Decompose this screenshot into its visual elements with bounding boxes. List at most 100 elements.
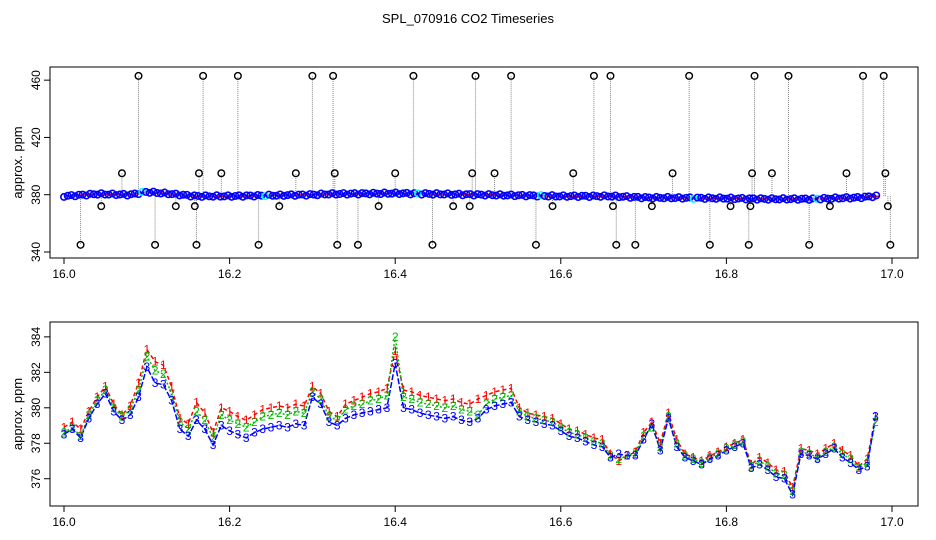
series-marker-2: 2 [450,399,457,413]
spike-point [606,71,615,80]
series-marker-1: 1 [359,390,366,404]
baseline-point [738,193,747,202]
series-marker-2: 2 [400,390,407,404]
baseline-point [380,188,389,197]
baseline-point [585,192,594,201]
series-marker-1: 1 [764,456,771,470]
series-marker-2: 2 [715,447,722,461]
baseline-point [674,193,683,202]
series-marker-3: 3 [218,419,225,433]
baseline-point [209,192,218,201]
series-marker-3: 3 [442,411,449,425]
series-marker-1: 1 [334,410,341,424]
series-marker-2: 2 [235,417,242,431]
baseline-point [369,188,378,197]
series-marker-1: 1 [384,381,391,395]
series-marker-1: 1 [872,410,879,424]
baseline-point [190,191,199,200]
baseline-point [145,188,154,197]
baseline-point [805,195,814,204]
y-tick-label: 380 [29,397,43,417]
series-marker-1: 1 [723,440,730,454]
baseline-point [529,191,538,200]
baseline-point [227,192,236,201]
series-marker-3: 3 [649,417,656,431]
series-marker-3: 3 [384,401,391,415]
series-marker-1: 1 [400,383,407,397]
baseline-point [734,194,743,203]
series-marker-1: 1 [442,394,449,408]
series-marker-2: 2 [85,408,92,422]
baseline-point [790,194,799,203]
baseline-point [399,189,408,198]
baseline-point [384,189,393,198]
baseline-point [264,190,273,199]
baseline-point [592,192,601,201]
series-marker-1: 1 [367,387,374,401]
series-marker-2: 2 [110,401,117,415]
spike-point [374,202,383,211]
baseline-point [462,190,471,199]
series-marker-1: 1 [624,449,631,463]
series-marker-3: 3 [764,463,771,477]
series-marker-2: 2 [77,429,84,443]
baseline-point [719,194,728,203]
series-marker-3: 3 [143,360,150,374]
series-marker-1: 1 [235,410,242,424]
baseline-point [298,190,307,199]
series-marker-3: 3 [731,440,738,454]
baseline-point [175,191,184,200]
x-tick-label: 16.8 [715,267,739,281]
y-tick-label: 384 [29,327,43,347]
series-marker-3: 3 [798,447,805,461]
series-marker-3: 3 [665,411,672,425]
baseline-point [756,194,765,203]
series-marker-2: 2 [119,410,126,424]
x-tick-label: 16.6 [549,515,573,529]
series-marker-2: 2 [475,408,482,422]
series-marker-2: 2 [516,404,523,418]
baseline-point [603,192,612,201]
series-marker-3: 3 [309,390,316,404]
baseline-point [794,195,803,204]
series-marker-3: 3 [524,413,531,427]
series-marker-1: 1 [731,436,738,450]
series-marker-2: 2 [284,408,291,422]
baseline-point [402,188,411,197]
baseline-point [391,188,400,197]
spike-point [275,202,284,211]
series-marker-3: 3 [516,410,523,424]
series-marker-3: 3 [475,411,482,425]
series-marker-2: 2 [69,420,76,434]
baseline-point [447,190,456,199]
series-marker-3: 3 [822,447,829,461]
baseline-point [335,190,344,199]
series-marker-3: 3 [740,436,747,450]
series-marker-3: 3 [210,438,217,452]
baseline-point [563,192,572,201]
y-axis-label: approx. ppm [10,378,25,450]
baseline-point [153,189,162,198]
series-marker-2: 2 [317,392,324,406]
spike-point [685,71,694,80]
series-marker-2: 2 [268,408,275,422]
series-marker-1: 1 [284,401,291,415]
series-marker-2: 2 [143,349,150,363]
baseline-point [764,195,773,204]
series-marker-3: 3 [276,419,283,433]
series-marker-2: 2 [731,438,738,452]
series-marker-3: 3 [85,411,92,425]
baseline-point [156,189,165,198]
baseline-point [760,194,769,203]
series-marker-2: 2 [251,415,258,429]
baseline-point [168,190,177,199]
figure-title: SPL_070916 CO2 Timeseries [382,11,554,26]
series-marker-2: 2 [864,456,871,470]
series-marker-1: 1 [218,401,225,415]
spike-point [507,71,516,80]
baseline-point [194,191,203,200]
spike-point [353,240,362,249]
baseline-point [473,190,482,199]
series-marker-1: 1 [516,401,523,415]
series-marker-1: 1 [806,443,813,457]
